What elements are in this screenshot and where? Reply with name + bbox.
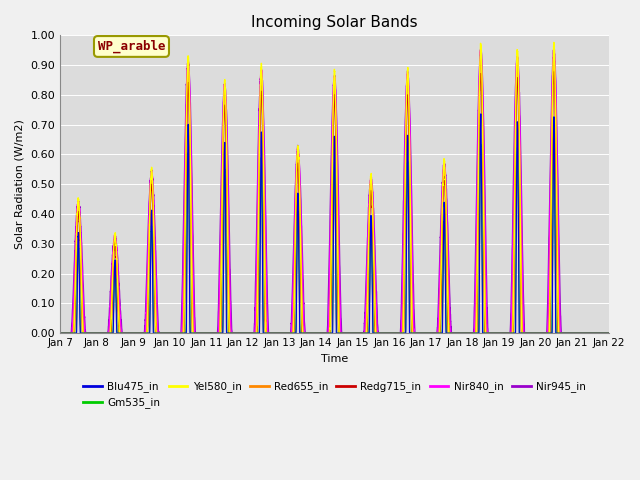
Line: Gm535_in: Gm535_in bbox=[60, 144, 609, 333]
Red655_in bbox=[314, 330, 322, 336]
Blu475_in bbox=[458, 330, 465, 336]
Nir840_in bbox=[155, 330, 163, 336]
Line: Nir945_in: Nir945_in bbox=[60, 50, 609, 333]
Redg715_in bbox=[56, 330, 64, 336]
Gm535_in bbox=[56, 330, 64, 336]
Blu475_in bbox=[56, 330, 64, 336]
Yel580_in bbox=[56, 330, 64, 336]
Blu475_in bbox=[477, 111, 484, 117]
Line: Yel580_in: Yel580_in bbox=[60, 42, 609, 333]
Blu475_in bbox=[604, 330, 612, 336]
Red655_in bbox=[488, 330, 496, 336]
Yel580_in bbox=[458, 330, 465, 336]
Yel580_in bbox=[488, 330, 496, 336]
Title: Incoming Solar Bands: Incoming Solar Bands bbox=[251, 15, 418, 30]
Nir840_in bbox=[604, 330, 612, 336]
Blu475_in bbox=[155, 330, 163, 336]
Red655_in bbox=[155, 330, 163, 336]
Yel580_in bbox=[550, 39, 557, 45]
Y-axis label: Solar Radiation (W/m2): Solar Radiation (W/m2) bbox=[15, 120, 25, 249]
Red655_in bbox=[56, 330, 64, 336]
Red655_in bbox=[604, 330, 612, 336]
Gm535_in bbox=[155, 330, 163, 336]
Nir840_in bbox=[550, 44, 557, 49]
Yel580_in bbox=[155, 330, 163, 336]
Yel580_in bbox=[604, 330, 612, 336]
Redg715_in bbox=[604, 330, 612, 336]
Nir945_in bbox=[427, 330, 435, 336]
Gm535_in bbox=[477, 142, 484, 147]
Nir945_in bbox=[155, 330, 163, 336]
Gm535_in bbox=[458, 330, 465, 336]
X-axis label: Time: Time bbox=[321, 354, 348, 364]
Redg715_in bbox=[458, 330, 465, 336]
Nir840_in bbox=[458, 330, 465, 336]
Nir840_in bbox=[427, 330, 435, 336]
Nir840_in bbox=[488, 330, 496, 336]
Nir945_in bbox=[477, 47, 484, 53]
Nir840_in bbox=[56, 330, 64, 336]
Red655_in bbox=[427, 330, 435, 336]
Nir840_in bbox=[314, 330, 322, 336]
Red655_in bbox=[605, 330, 612, 336]
Nir945_in bbox=[458, 330, 465, 336]
Nir945_in bbox=[56, 330, 64, 336]
Redg715_in bbox=[488, 330, 496, 336]
Gm535_in bbox=[489, 330, 497, 336]
Blu475_in bbox=[314, 330, 322, 336]
Nir840_in bbox=[605, 330, 612, 336]
Nir945_in bbox=[489, 330, 497, 336]
Redg715_in bbox=[605, 330, 612, 336]
Gm535_in bbox=[604, 330, 612, 336]
Text: WP_arable: WP_arable bbox=[98, 40, 165, 53]
Yel580_in bbox=[314, 330, 322, 336]
Gm535_in bbox=[314, 330, 322, 336]
Gm535_in bbox=[427, 330, 435, 336]
Legend: Blu475_in, Gm535_in, Yel580_in, Red655_in, Redg715_in, Nir840_in, Nir945_in: Blu475_in, Gm535_in, Yel580_in, Red655_i… bbox=[79, 377, 590, 412]
Redg715_in bbox=[550, 69, 557, 74]
Line: Nir840_in: Nir840_in bbox=[60, 47, 609, 333]
Yel580_in bbox=[605, 330, 612, 336]
Line: Red655_in: Red655_in bbox=[60, 58, 609, 333]
Nir945_in bbox=[314, 330, 322, 336]
Blu475_in bbox=[427, 330, 435, 336]
Line: Redg715_in: Redg715_in bbox=[60, 72, 609, 333]
Gm535_in bbox=[605, 330, 612, 336]
Blu475_in bbox=[605, 330, 612, 336]
Nir945_in bbox=[604, 330, 612, 336]
Redg715_in bbox=[155, 330, 163, 336]
Redg715_in bbox=[427, 330, 435, 336]
Red655_in bbox=[458, 330, 465, 336]
Nir945_in bbox=[605, 330, 612, 336]
Blu475_in bbox=[489, 330, 497, 336]
Red655_in bbox=[550, 55, 558, 61]
Yel580_in bbox=[427, 330, 435, 336]
Redg715_in bbox=[314, 330, 322, 336]
Line: Blu475_in: Blu475_in bbox=[60, 114, 609, 333]
